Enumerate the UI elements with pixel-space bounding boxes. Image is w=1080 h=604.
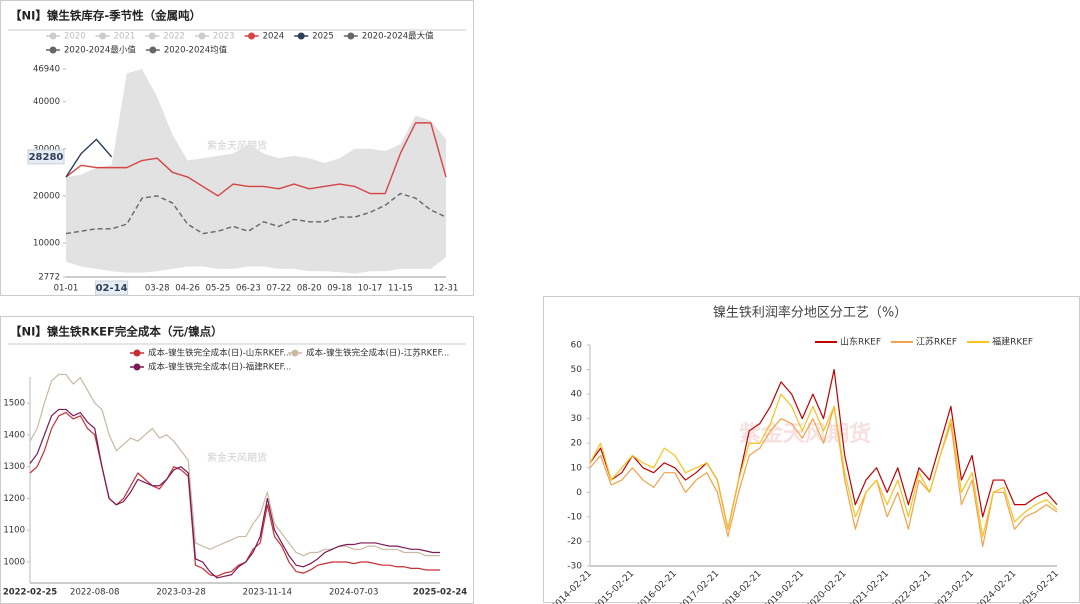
legend-label: 2025 (312, 32, 334, 42)
y-tick-label: 2772 (38, 273, 60, 283)
legend-label: 成本-镍生铁完全成本(日)-山东RKEF... (148, 348, 291, 359)
legend-label: 2020-2024最小值 (64, 45, 136, 56)
range-area (66, 69, 446, 277)
legend-label: 2020-2024最大值 (362, 31, 434, 42)
y-tick-label: 40000 (33, 97, 60, 107)
pointer-box (95, 280, 129, 296)
chart-title: 【NI】镍生铁RKEF完全成本（元/镍点） (10, 325, 223, 339)
series-line (589, 405, 1058, 547)
x-tick-label: 05-25 (206, 284, 231, 294)
legend-label: 2024 (263, 32, 285, 42)
legend-swatch (49, 32, 57, 40)
legend-label: 福建RKEF (992, 336, 1033, 348)
y-tick-label: 10 (571, 463, 583, 473)
legend-label: 山东RKEF (840, 336, 881, 348)
y-tick-label: 1500 (3, 399, 25, 409)
chart-title: 镍生铁利润率分地区分工艺（%） (713, 305, 907, 321)
series-line (589, 393, 1058, 538)
legend-swatch (133, 363, 141, 371)
x-tick-label: 2023-03-28 (156, 588, 205, 598)
watermark: 紫金天风期货 (207, 451, 267, 464)
series-line (65, 122, 447, 197)
legend-swatch (198, 32, 206, 40)
legend-label: 成本-镍生铁完全成本(日)-江苏RKEF... (306, 348, 449, 359)
legend-swatch (49, 46, 57, 54)
legend-label: 成本-镍生铁完全成本(日)-福建RKEF... (148, 362, 291, 373)
y-tick-label: 30000 (33, 144, 60, 154)
legend-label: 2022 (163, 32, 185, 42)
y-tick-label: 1200 (3, 494, 25, 504)
x-tick-label: 2022-08-08 (70, 588, 119, 598)
x-tick-label: 2024-07-03 (329, 588, 378, 598)
chart-title: 【NI】镍生铁库存-季节性（金属吨） (10, 9, 201, 23)
x-tick-label: 07-22 (266, 284, 291, 294)
y-tick-label: 0 (576, 488, 582, 498)
legend-label: 2023 (213, 32, 235, 42)
y-tick-label: 1100 (3, 526, 25, 536)
x-tick-label: 11-15 (388, 284, 413, 294)
series-line (589, 368, 1058, 530)
y-tick-label: 1300 (3, 462, 25, 472)
legend-swatch (347, 32, 355, 40)
legend-label: 江苏RKEF (916, 336, 957, 348)
y-tick-label: 1000 (3, 558, 25, 568)
y-tick-label: 40 (571, 390, 583, 400)
x-tick-label: 08-20 (297, 284, 322, 294)
legend-swatch (148, 32, 156, 40)
x-tick-label: 03-28 (145, 284, 170, 294)
series-line (65, 138, 113, 178)
y-tick-label: 30 (571, 414, 583, 424)
legend-label: 2021 (114, 32, 136, 42)
y-tick-label: 60 (571, 341, 583, 351)
legend-label: 2020-2024均值 (164, 45, 228, 56)
range-area (66, 257, 446, 277)
legend-swatch (99, 32, 107, 40)
x-tick-label: 12-31 (434, 284, 459, 294)
x-tick-label: 06-23 (236, 284, 261, 294)
y-tick-label: 46940 (33, 65, 60, 75)
y-tick-label: 10000 (33, 238, 60, 248)
legend-swatch (149, 46, 157, 54)
y-tick-label: 20000 (33, 191, 60, 201)
x-tick-label: 01-01 (54, 284, 79, 294)
pointer-label: 28280 (29, 152, 64, 163)
legend-swatch (297, 32, 305, 40)
x-tick-label: 2022-02-25 (3, 588, 57, 598)
y-tick-label: 1400 (3, 430, 25, 440)
y-tick-label: 20 (571, 439, 583, 449)
x-tick-label: 2023-11-14 (243, 588, 292, 598)
legend-label: 2020 (64, 32, 86, 42)
x-tick-label: 09-18 (327, 284, 352, 294)
series-line (65, 192, 447, 235)
series-line (29, 373, 440, 557)
legend-swatch (133, 349, 141, 357)
y-tick-label: 50 (571, 365, 583, 375)
x-tick-label: 10-17 (358, 284, 383, 294)
panel (543, 296, 1080, 603)
legend-swatch (291, 349, 299, 357)
y-tick-label: -30 (567, 562, 582, 572)
x-tick-label: 2025-02-24 (413, 588, 467, 598)
y-tick-label: -20 (567, 537, 582, 547)
x-tick-label: 04-26 (175, 284, 200, 294)
series-line (29, 408, 440, 579)
pointer-box (27, 149, 65, 165)
legend-swatch (248, 32, 256, 40)
pointer-label: 02-14 (96, 283, 128, 294)
y-tick-label: -10 (567, 512, 582, 522)
